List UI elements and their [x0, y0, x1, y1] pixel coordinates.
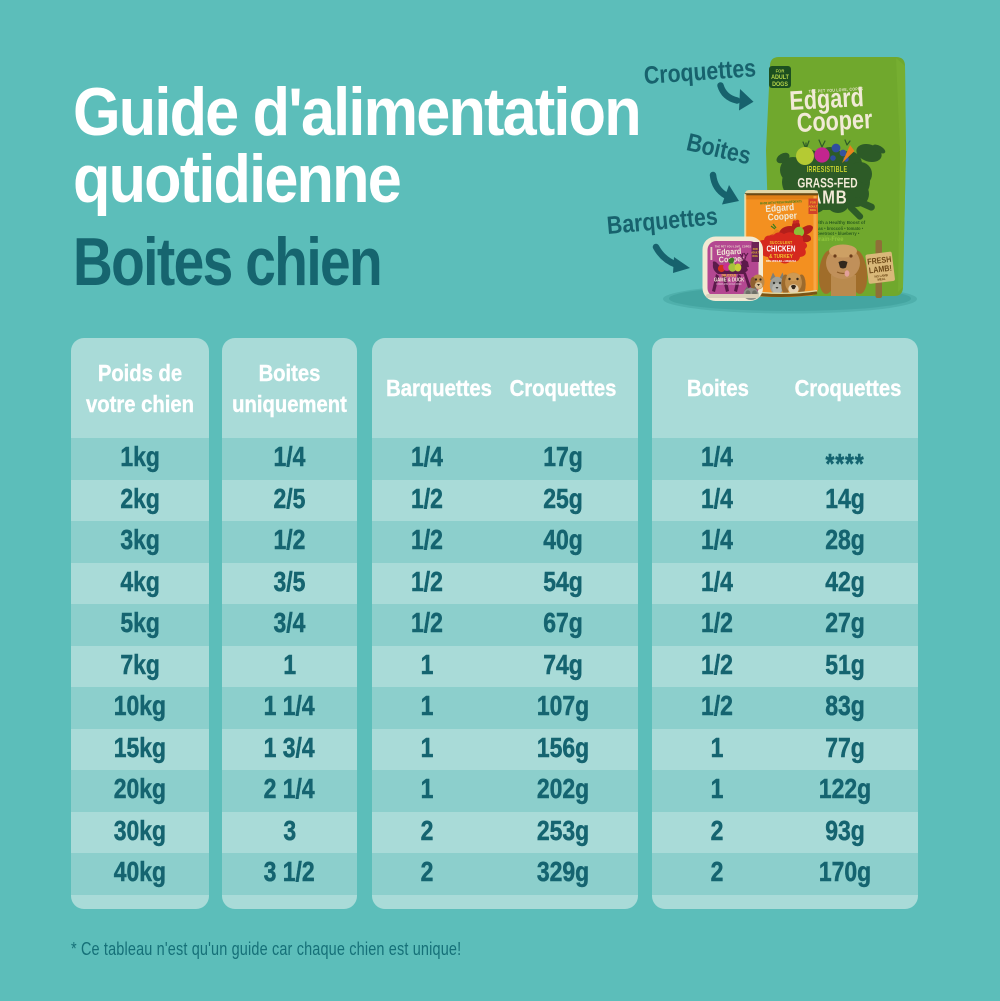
svg-text:NO LAMB: NO LAMB	[874, 273, 889, 279]
svg-text:DOGS: DOGS	[772, 82, 788, 88]
svg-text:THE PET YOU LOVE, COPES: THE PET YOU LOVE, COPES	[809, 86, 864, 94]
svg-text:• peas • broccoli • tomato •: • peas • broccoli • tomato •	[811, 226, 864, 231]
svg-text:LAMB!: LAMB!	[868, 263, 892, 275]
svg-text:WITH SPIRULINA + GREEN TEA: WITH SPIRULINA + GREEN TEA	[766, 260, 796, 263]
svg-text:DOG: DOG	[810, 208, 817, 212]
svg-text:ADULT: ADULT	[751, 251, 759, 254]
svg-text:THE PET YOU LOVE, COPES: THE PET YOU LOVE, COPES	[715, 244, 751, 248]
svg-text:IRRESISTIBLE: IRRESISTIBLE	[807, 166, 848, 174]
svg-text:SUCCULENT: SUCCULENT	[770, 241, 793, 245]
svg-text:Edgard: Edgard	[789, 83, 865, 117]
svg-text:• beetroot • blueberry •: • beetroot • blueberry •	[815, 231, 860, 236]
svg-text:DELICIOUS: DELICIOUS	[722, 273, 737, 277]
svg-text:Cooper: Cooper	[796, 105, 873, 139]
svg-text:MADE WITH FRESH INGREDIENTS: MADE WITH FRESH INGREDIENTS	[760, 199, 802, 206]
svg-text:COMPLETE GRAIN FREE: COMPLETE GRAIN FREE	[716, 283, 742, 286]
svg-text:FOR: FOR	[776, 68, 786, 73]
svg-text:Cooper: Cooper	[767, 210, 797, 223]
svg-text:FRESH: FRESH	[867, 254, 893, 267]
svg-text:ADULT: ADULT	[809, 204, 818, 208]
svg-text:with a Healthy Boost of: with a Healthy Boost of	[814, 220, 866, 225]
svg-text:GRASS-FED: GRASS-FED	[797, 175, 857, 191]
svg-text:MEAL: MEAL	[877, 277, 886, 282]
svg-text:FOR: FOR	[753, 248, 758, 251]
svg-text:DOG: DOG	[753, 255, 758, 258]
svg-text:CHICKEN: CHICKEN	[766, 244, 795, 254]
svg-text:GAME & DUCK: GAME & DUCK	[714, 277, 745, 282]
svg-text:Edgard: Edgard	[716, 246, 742, 257]
svg-text:& TURKEY: & TURKEY	[769, 254, 793, 261]
svg-text:Grain-Free: Grain-Free	[815, 237, 845, 243]
svg-text:ADULT: ADULT	[771, 75, 789, 81]
svg-text:Edgard: Edgard	[765, 202, 794, 215]
svg-text:FOR: FOR	[810, 200, 816, 204]
